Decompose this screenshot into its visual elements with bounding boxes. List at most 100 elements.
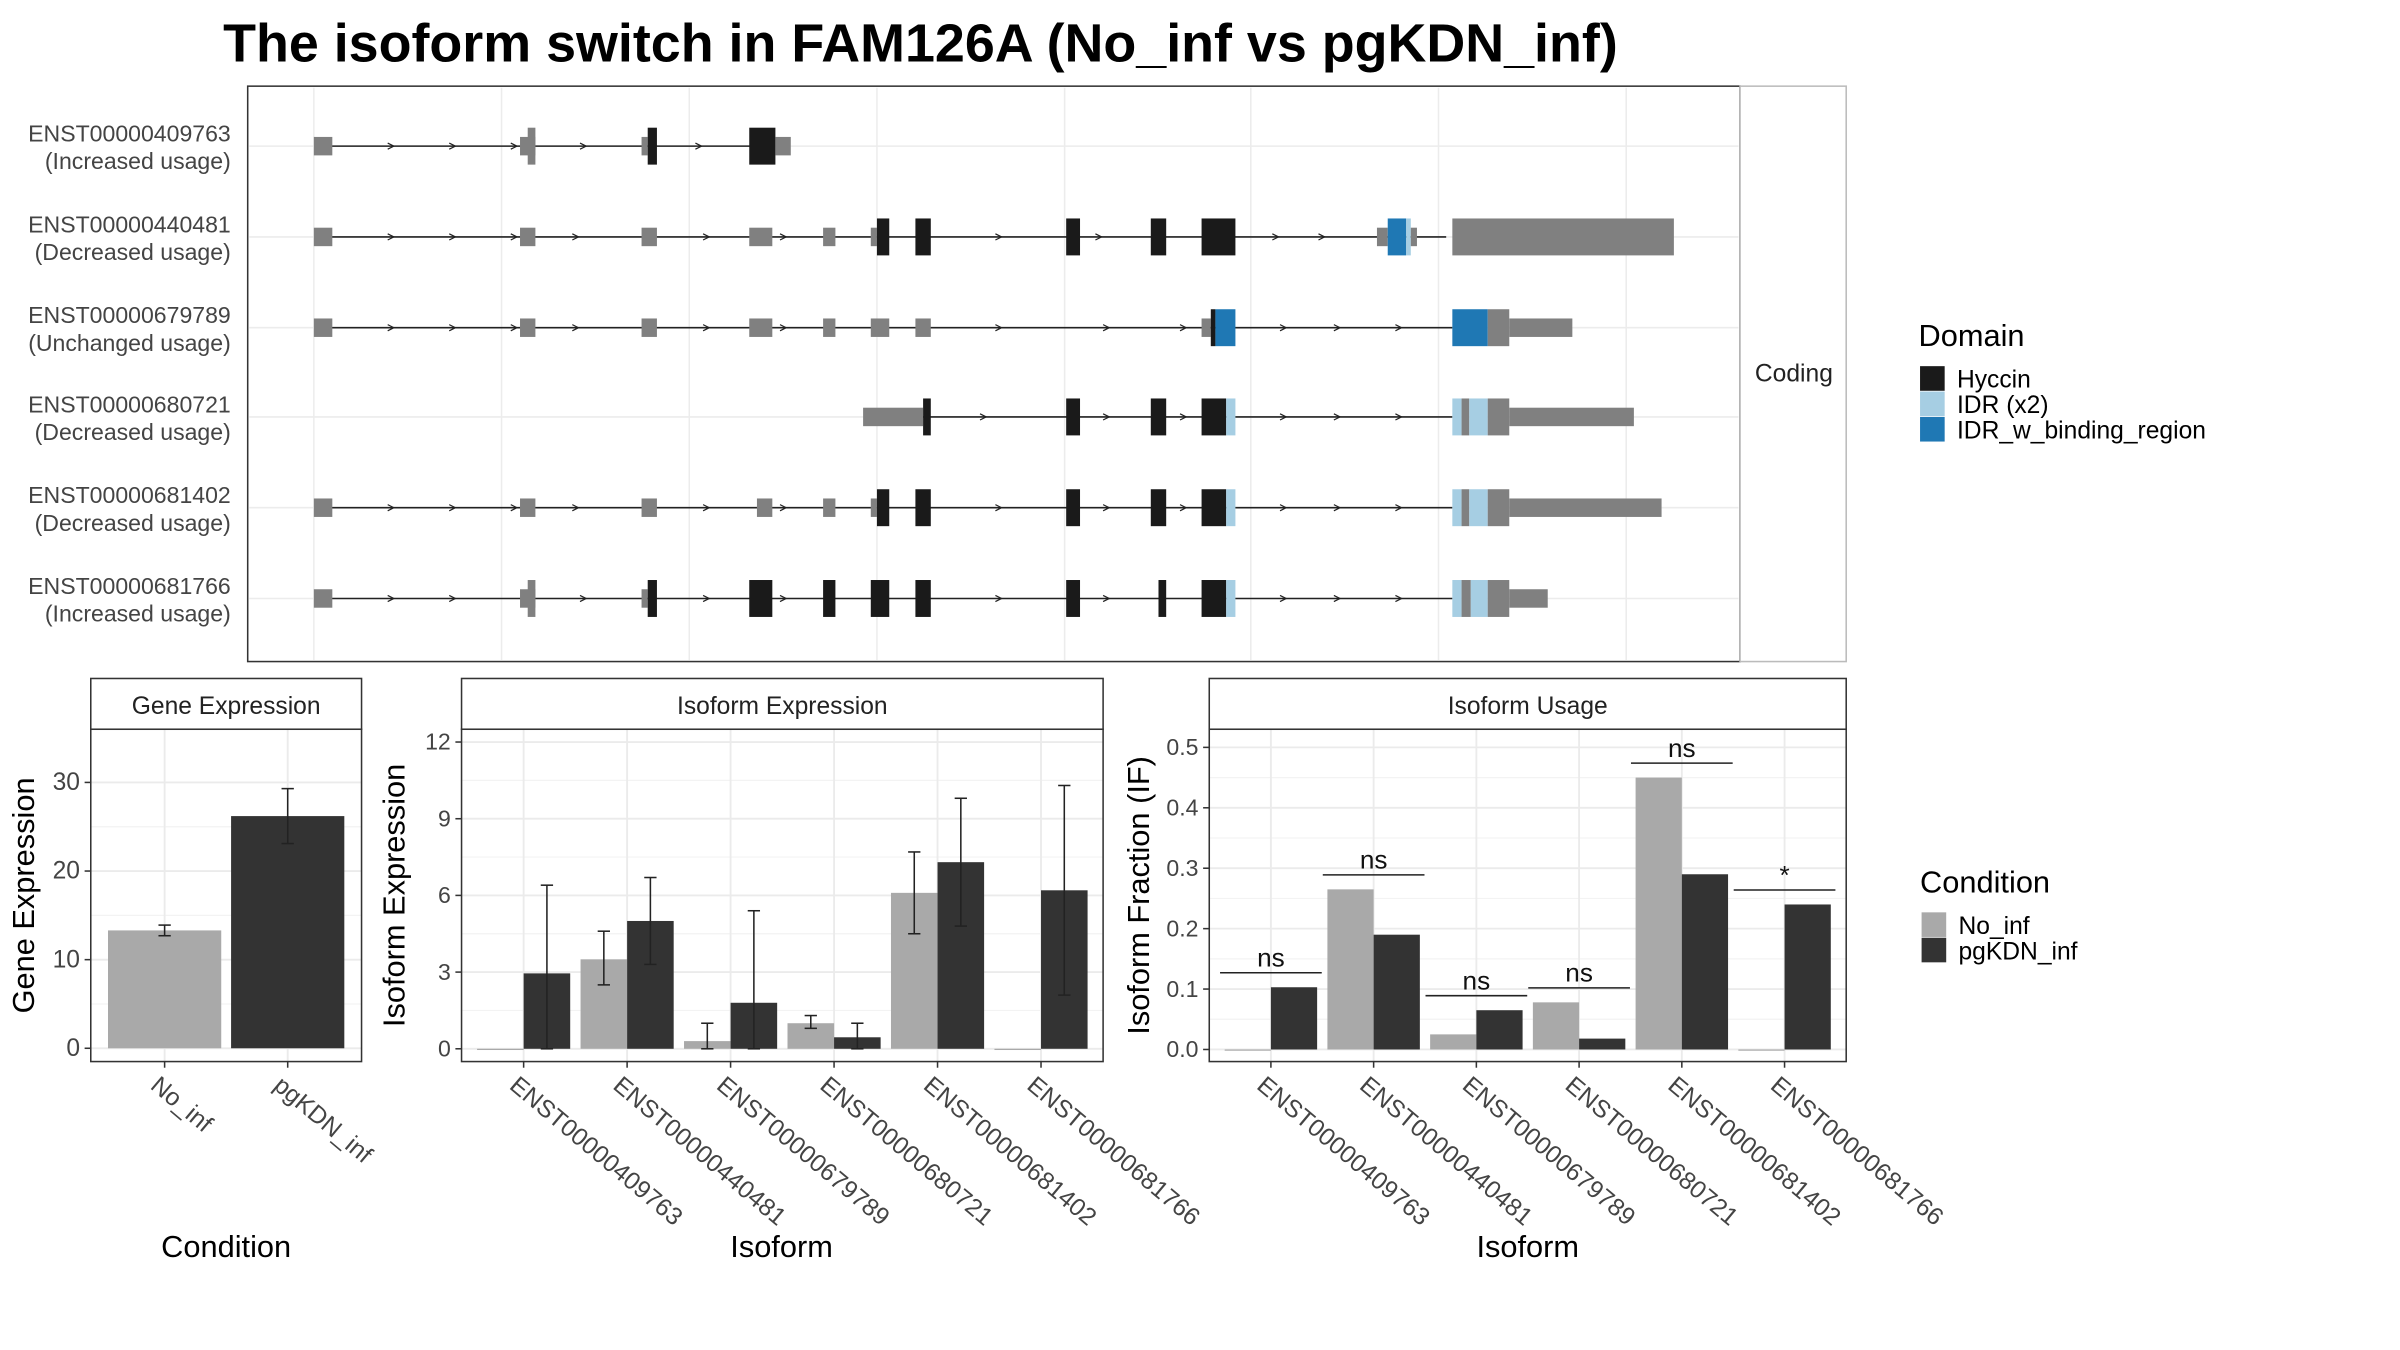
domain-segment — [915, 580, 931, 617]
isoform-label: ENST00000681766 — [28, 573, 231, 599]
domain-segment — [749, 580, 773, 617]
y-tick-label: 30 — [53, 769, 80, 796]
y-axis-label: Isoform Expression — [377, 764, 412, 1027]
direction-arrow — [779, 324, 788, 332]
facet-strip — [1739, 85, 1847, 663]
domain-segment — [1406, 218, 1411, 256]
direction-arrow — [1179, 504, 1188, 512]
direction-arrow — [1102, 504, 1111, 512]
direction-arrow — [387, 594, 396, 603]
domain-segment — [1215, 309, 1236, 347]
x-tick-label: ENST00000681766 — [1022, 1072, 1205, 1232]
significance-label: ns — [1360, 845, 1388, 875]
exon — [870, 227, 877, 247]
direction-arrow — [995, 324, 1003, 332]
isoform-usage-label: (Unchanged usage) — [28, 330, 231, 356]
direction-arrow — [702, 233, 711, 241]
domain-segment — [1066, 218, 1081, 256]
exon — [756, 498, 773, 517]
x-axis-label: Isoform — [1476, 1229, 1579, 1264]
error-bar — [644, 876, 657, 966]
exon — [641, 136, 648, 156]
isoform-label: ENST00000680721 — [28, 391, 231, 417]
direction-arrow — [1102, 324, 1111, 332]
isoform-usage-label: (Decreased usage) — [35, 419, 231, 445]
domain-segment — [915, 218, 931, 256]
x-tick-label: pgKDN_inf — [268, 1072, 377, 1169]
exon — [870, 498, 877, 517]
exon — [641, 589, 648, 608]
domain-segment — [870, 580, 890, 617]
exon — [313, 227, 333, 247]
domain-legend-key — [1920, 366, 1945, 391]
isoform-label: ENST00000440481 — [28, 211, 231, 237]
exon — [1461, 398, 1470, 436]
direction-arrow — [979, 413, 988, 421]
direction-arrow — [1333, 504, 1342, 512]
exon — [1461, 489, 1470, 527]
exon — [1487, 398, 1510, 436]
bar — [1784, 904, 1831, 1050]
exon — [527, 127, 536, 165]
direction-arrow — [1095, 233, 1103, 241]
exon — [823, 318, 836, 337]
y-tick-label: 12 — [425, 729, 451, 755]
bar — [1579, 1038, 1626, 1050]
direction-arrow — [1395, 324, 1403, 332]
exon — [1201, 318, 1211, 337]
direction-arrow — [1179, 413, 1188, 421]
direction-arrow — [1395, 413, 1403, 421]
domain-segment — [915, 489, 931, 527]
bar — [1532, 1002, 1580, 1050]
domain-legend-key — [1920, 391, 1945, 417]
significance-label: ns — [1463, 966, 1491, 996]
domain-segment — [1387, 218, 1407, 256]
domain-segment — [1201, 398, 1227, 436]
x-axis-label: Condition — [161, 1229, 291, 1264]
direction-arrow — [448, 142, 457, 150]
direction-arrow — [387, 324, 396, 332]
y-tick-label: 6 — [438, 882, 451, 908]
direction-arrow — [387, 504, 396, 512]
direction-arrow — [510, 142, 519, 150]
transcript-track — [313, 489, 1662, 527]
y-axis-label: Isoform Fraction (IF) — [1121, 756, 1156, 1035]
condition-legend-key — [1921, 937, 1947, 963]
exon — [520, 318, 536, 337]
domain-legend-label: IDR_w_binding_region — [1957, 417, 2206, 444]
exon — [1509, 407, 1634, 427]
panel-strip — [1208, 677, 1847, 731]
exon — [313, 136, 333, 156]
y-tick-label: 9 — [438, 805, 451, 831]
significance-label: ns — [1257, 943, 1285, 973]
y-tick-label: 0.5 — [1166, 734, 1198, 760]
domain-segment — [1158, 580, 1167, 617]
panel-strip-label: Isoform Expression — [677, 693, 888, 720]
x-tick-label: ENST00000681766 — [1765, 1072, 1948, 1232]
bar — [1327, 889, 1374, 1050]
direction-arrow — [572, 233, 580, 241]
y-axis-label: Gene Expression — [6, 777, 41, 1013]
x-tick-label: ENST00000681402 — [1663, 1072, 1846, 1232]
error-bar — [954, 797, 967, 927]
isoform-usage-label: (Increased usage) — [45, 148, 231, 174]
transcript-track — [313, 309, 1573, 347]
exon — [749, 318, 773, 337]
error-bar — [701, 1022, 714, 1050]
error-bar — [747, 909, 761, 1050]
domain-segment — [1469, 398, 1488, 436]
domain-segment — [1201, 580, 1227, 617]
x-tick-label: ENST00000409763 — [1252, 1072, 1435, 1232]
direction-arrow — [1102, 413, 1111, 421]
error-bar — [597, 930, 610, 986]
figure-title: The isoform switch in FAM126A (No_inf vs… — [223, 14, 1618, 74]
x-tick-label: ENST00000679789 — [1457, 1072, 1640, 1232]
direction-arrow — [1318, 233, 1327, 241]
x-tick-label: ENST00000680721 — [815, 1072, 998, 1232]
domain-segment — [1066, 580, 1081, 617]
exon — [641, 498, 657, 517]
domain-segment — [1150, 489, 1167, 527]
direction-arrow — [779, 594, 788, 603]
facet-strip-label: Coding — [1755, 361, 1833, 388]
bar — [1738, 1049, 1785, 1051]
